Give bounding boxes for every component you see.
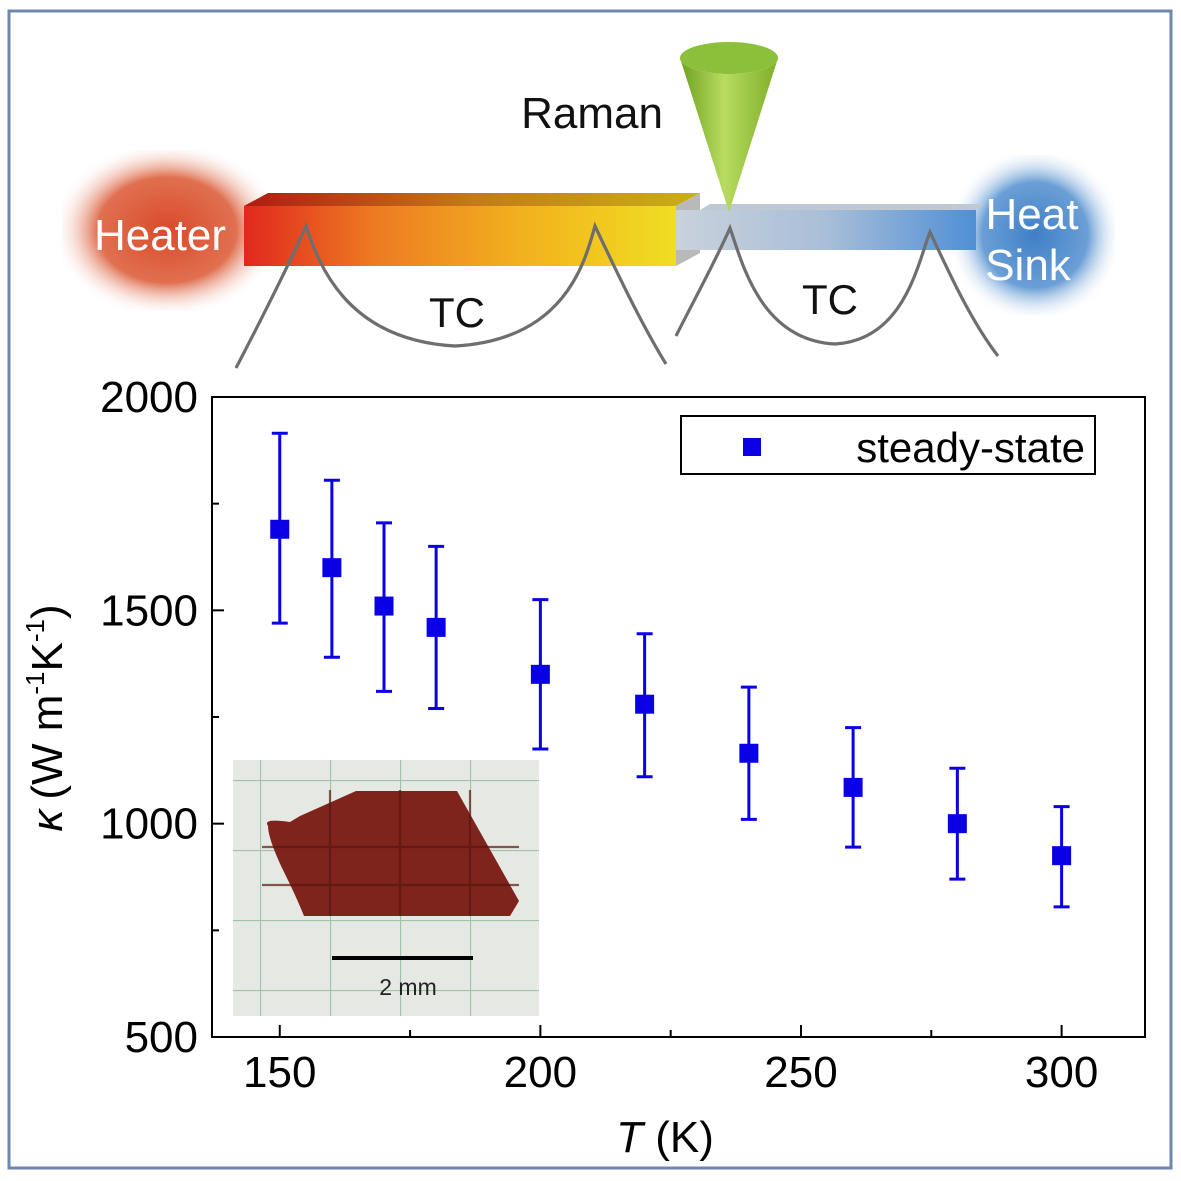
- schematic-diagram: Heater Heat Sink Raman TC TC: [62, 42, 1115, 369]
- thermocouple-left-wire: [234, 221, 668, 369]
- y-tick-label-2000: 2000: [100, 373, 198, 422]
- heat-sink-label-line1: Heat: [986, 190, 1079, 239]
- x-tick-label-300: 300: [1025, 1048, 1098, 1097]
- data-point-220: [635, 694, 655, 714]
- raman-label: Raman: [521, 89, 663, 138]
- heater-label: Heater: [94, 211, 226, 260]
- data-point-280: [947, 814, 967, 834]
- legend-label: steady-state: [856, 424, 1085, 471]
- data-markers: [270, 519, 1072, 866]
- x-axis-label: T (K): [616, 1113, 714, 1162]
- thermocouple-right-label: TC: [802, 276, 858, 323]
- inset-photo: 2 mm: [233, 760, 539, 1016]
- data-point-170: [374, 596, 394, 616]
- heat-sink-label-line2: Sink: [985, 241, 1072, 290]
- cold-bar-top-face: [700, 204, 985, 210]
- thermocouple-right-wire: [674, 223, 1000, 357]
- data-point-200: [530, 664, 550, 684]
- data-point-260: [843, 777, 863, 797]
- y-tick-label-1000: 1000: [100, 800, 198, 849]
- chart: 150 200 250 300 500 1000 1500 2000 2 mm steady…: [20, 373, 1146, 1162]
- x-tick-label-250: 250: [764, 1048, 837, 1097]
- scale-bar-label: 2 mm: [379, 974, 437, 1000]
- y-tick-label-500: 500: [125, 1013, 198, 1062]
- y-tick-label-1500: 1500: [100, 586, 198, 635]
- y-axis-symbol: κ: [23, 808, 72, 832]
- legend: steady-state: [680, 415, 1096, 475]
- raman-cone: [680, 58, 778, 212]
- thermocouple-left-label: TC: [429, 289, 485, 336]
- figure-border: [7, 9, 1173, 1170]
- data-point-300: [1052, 846, 1072, 866]
- x-tick-labels: 150 200 250 300: [243, 1048, 1098, 1097]
- sample-flake-grid: [262, 790, 519, 916]
- hot-bar-top-face: [244, 193, 700, 206]
- data-point-240: [739, 743, 759, 763]
- x-tick-label-150: 150: [243, 1048, 316, 1097]
- data-point-160: [322, 558, 342, 578]
- y-axis-label: κ(W m-1K-1): [20, 604, 72, 831]
- x-tick-label-200: 200: [504, 1048, 577, 1097]
- svg-text:κ(W m-1K-1): κ(W m-1K-1): [20, 604, 72, 831]
- legend-marker: [743, 438, 761, 456]
- heater-block: [62, 150, 272, 310]
- data-point-180: [426, 617, 446, 637]
- raman-cone-top: [680, 42, 778, 74]
- heat-sink-block: [955, 155, 1115, 315]
- data-point-150: [270, 519, 290, 539]
- y-tick-labels: 500 1000 1500 2000: [100, 373, 198, 1062]
- axis-ticks: [212, 396, 1063, 1038]
